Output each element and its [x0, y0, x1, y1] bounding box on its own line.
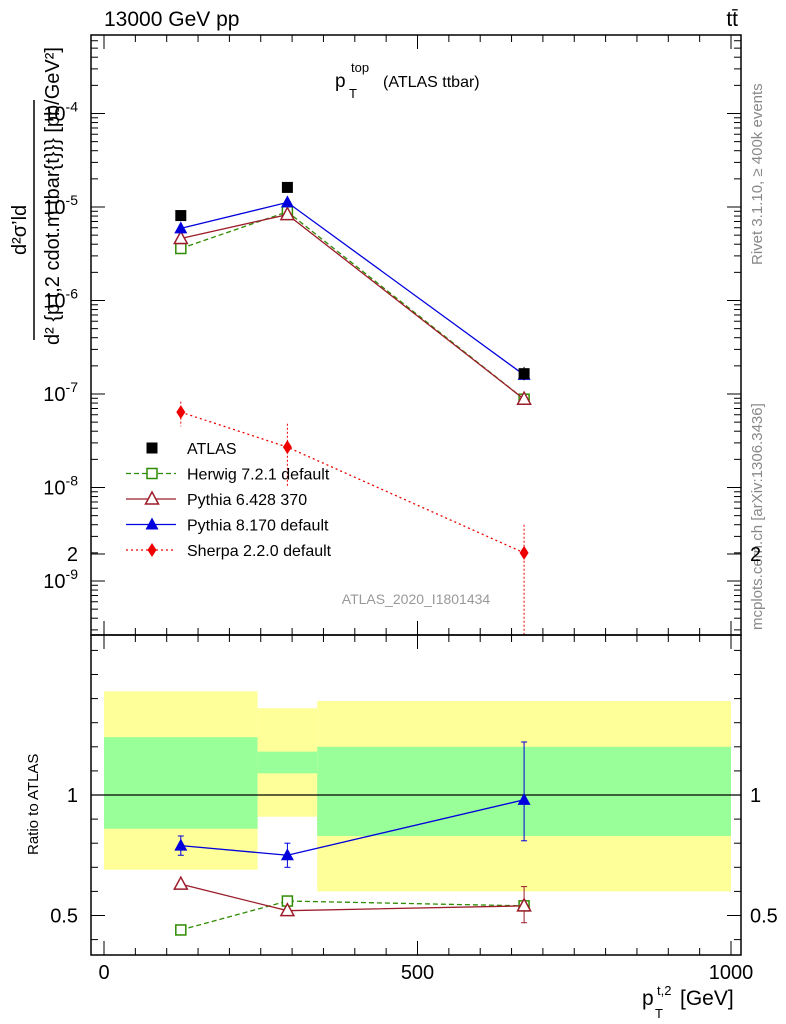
y-tick-label: 10-8 [43, 473, 78, 500]
header-right: tt̄ [726, 8, 738, 31]
x-tick-label: 500 [401, 962, 434, 984]
ratio-point-pythia6 [516, 897, 532, 912]
data-point-pythia6 [173, 229, 189, 245]
series-atlas [175, 181, 530, 381]
title-sup: top [351, 60, 369, 75]
x-label-sub: T [655, 1006, 663, 1021]
title-sub: T [349, 86, 357, 101]
legend-marker-pythia6 [144, 490, 160, 505]
ratio-series-pythia6 [173, 875, 532, 924]
ratio-series-pythia8 [174, 741, 531, 868]
legend-label-pythia6: Pythia 6.428 370 [187, 492, 307, 509]
ratio-point-pythia8 [280, 848, 294, 861]
series-pythia6 [173, 205, 532, 405]
series-line-sherpa [180, 411, 525, 554]
y-tick-label: 10-7 [43, 379, 78, 406]
x-label-unit: [GeV] [680, 987, 734, 1010]
ratio-y-tick-label: 2 [67, 544, 78, 566]
band-inner [257, 751, 318, 774]
ratio-point-pythia6 [173, 875, 189, 890]
data-point-pythia8 [280, 195, 294, 208]
y-tick-label: 10-6 [43, 286, 78, 313]
ratio-panel-frame [90, 634, 742, 956]
legend-label-pythia8: Pythia 8.170 default [187, 518, 329, 535]
ratio-axis-ticks: 0.5 0.5 1 1 2 2 0 500 1000 [50, 544, 778, 984]
series-sherpa [176, 401, 529, 635]
legend: ATLAS Herwig 7.2.1 default Pythia 6.428 37… [126, 441, 332, 560]
legend-label-sherpa: Sherpa 2.2.0 default [187, 543, 332, 560]
series-line-pythia6 [180, 213, 525, 400]
x-tick-label: 1000 [709, 962, 754, 984]
data-point-pythia6 [279, 205, 296, 221]
ratio-y-tick-label: 0.5 [50, 906, 78, 928]
ratio-point-pythia8 [174, 838, 188, 851]
x-axis-label: p t,2 T [GeV] [642, 983, 734, 1021]
y-label-denominator: d² {p t,2 cdot.m tbar{t}}} [pb/GeV²] [42, 47, 64, 345]
ratio-point-pythia6 [279, 902, 296, 917]
main-axis-ticks: 10-9 10-8 10-7 10-6 10-5 10-4 [43, 35, 741, 635]
legend-item-atlas: ATLAS [146, 441, 237, 458]
x-tick-label: 0 [98, 962, 109, 984]
data-point-sherpa [282, 440, 292, 455]
data-point-atlas [175, 210, 187, 222]
band-inner [104, 737, 258, 829]
title-rest: (ATLAS ttbar) [383, 74, 480, 91]
legend-marker-pythia8 [145, 517, 159, 530]
data-point-sherpa [519, 545, 529, 560]
mcplots-label: mcplots.cern.ch [arXiv:1306.3436] [749, 403, 766, 630]
title-main: p [335, 71, 346, 92]
rivet-label: Rivet 3.1.10, ≥ 400k events [749, 83, 766, 265]
analysis-watermark: ATLAS_2020_I1801434 [342, 591, 491, 607]
data-point-pythia8 [174, 221, 188, 234]
series-herwig [175, 205, 530, 405]
legend-marker-atlas [146, 442, 158, 454]
main-series-group [173, 181, 532, 635]
ratio-series-group [173, 741, 532, 936]
y-tick-label: 10-9 [43, 566, 78, 593]
series-pythia8 [174, 195, 531, 380]
data-point-atlas [281, 181, 293, 193]
legend-label-atlas: ATLAS [187, 441, 237, 458]
y-tick-label: 10-4 [43, 99, 78, 126]
legend-item-herwig: Herwig 7.2.1 default [126, 467, 330, 484]
ratio-line-herwig [180, 900, 525, 931]
y-tick-label: 10-5 [43, 192, 78, 219]
main-y-axis-label: d²σ’ld d² {p t,2 cdot.m tbar{t}}} [pb/Ge… [9, 47, 64, 345]
x-label-main: p [642, 987, 654, 1010]
ratio-point-herwig [175, 924, 187, 936]
legend-item-sherpa: Sherpa 2.2.0 default [126, 543, 332, 560]
data-point-atlas [518, 368, 530, 380]
ratio-y-tick-label: 1 [67, 785, 78, 807]
ratio-y-label: Ratio to ATLAS [25, 754, 42, 855]
ratio-y-tick-label-right: 0.5 [750, 906, 778, 928]
ratio-point-pythia8 [517, 792, 531, 805]
series-line-herwig [180, 211, 525, 400]
legend-item-pythia8: Pythia 8.170 default [126, 517, 329, 535]
ratio-y-tick-label-right: 2 [750, 544, 761, 566]
series-line-pythia8 [180, 201, 525, 376]
header-left: 13000 GeV pp [104, 8, 239, 31]
ratio-series-herwig [175, 895, 530, 936]
ratio-y-tick-label-right: 1 [750, 785, 761, 807]
plot-title: p top T (ATLAS ttbar) [335, 60, 480, 101]
data-point-herwig [175, 242, 187, 255]
y-label-numerator: d²σ’ld [9, 205, 31, 255]
ratio-uncertainty-bands [91, 691, 741, 892]
data-point-pythia6 [516, 390, 532, 405]
legend-marker-sherpa [147, 543, 157, 557]
data-point-sherpa [176, 405, 186, 420]
x-label-sup: t,2 [657, 983, 671, 998]
legend-marker-herwig [146, 467, 158, 480]
legend-item-pythia6: Pythia 6.428 370 [126, 490, 307, 509]
legend-label-herwig: Herwig 7.2.1 default [187, 467, 330, 484]
